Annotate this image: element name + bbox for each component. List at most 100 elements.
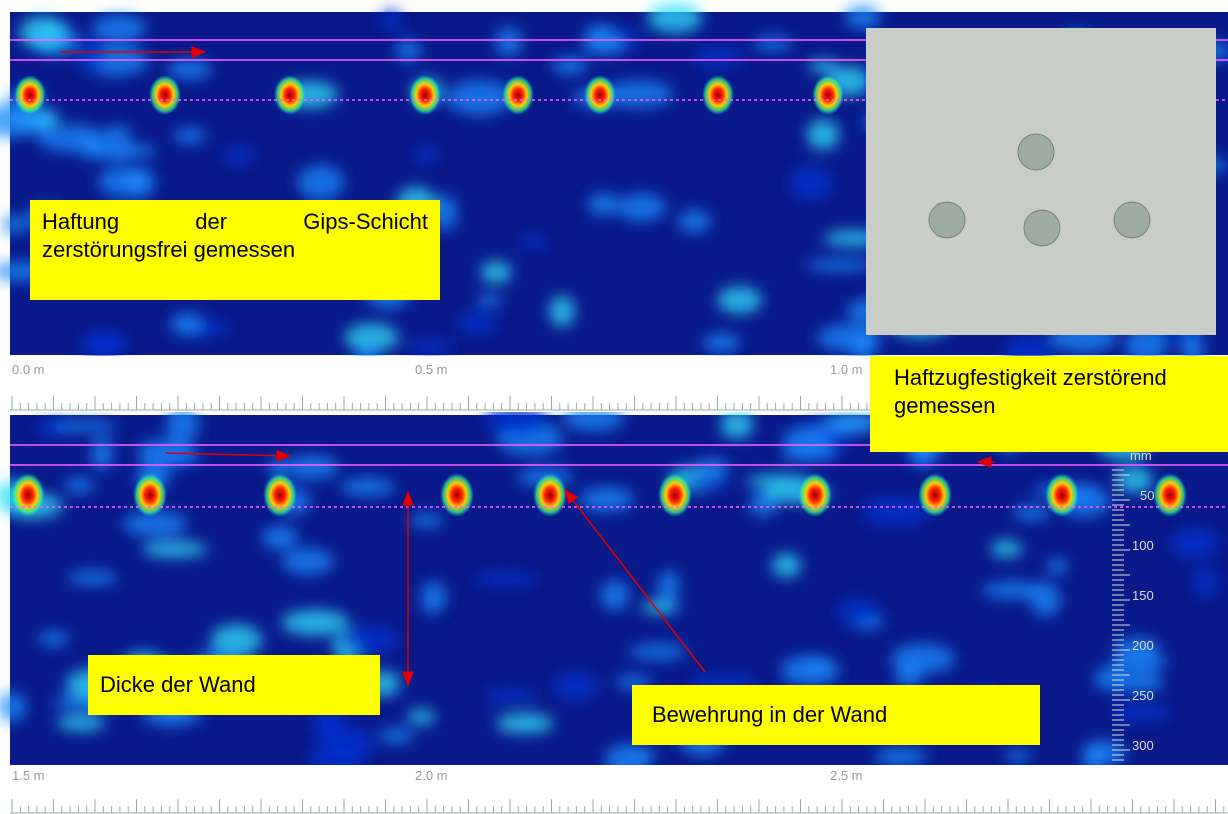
echo xyxy=(703,333,741,353)
photo xyxy=(866,28,1216,335)
echo xyxy=(380,728,414,744)
echo xyxy=(473,573,540,586)
echo xyxy=(647,3,702,33)
rebar-echo xyxy=(440,473,474,517)
depth-label: 200 xyxy=(1132,638,1154,653)
echo xyxy=(409,513,444,527)
echo xyxy=(380,9,402,30)
echo xyxy=(875,748,927,766)
echo xyxy=(1193,568,1219,597)
echo xyxy=(167,59,211,79)
echo xyxy=(554,672,598,701)
rebar-echo xyxy=(409,75,441,115)
echo xyxy=(1112,704,1170,722)
echo xyxy=(262,525,299,549)
echo xyxy=(1171,527,1218,559)
echo xyxy=(495,27,522,56)
echo xyxy=(76,39,106,70)
rebar-echo xyxy=(274,75,306,115)
echo xyxy=(806,259,874,271)
echo xyxy=(2,215,26,234)
echo xyxy=(693,47,743,67)
echo xyxy=(844,5,880,29)
depth-label: 250 xyxy=(1132,688,1154,703)
depth-label: 100 xyxy=(1132,538,1154,553)
rebar-echo xyxy=(1153,473,1187,517)
echo xyxy=(807,119,840,150)
echo xyxy=(481,261,512,284)
echo xyxy=(408,709,436,724)
rebar-echo xyxy=(918,473,952,517)
depth-label: 50 xyxy=(1140,488,1154,503)
echo xyxy=(580,487,634,512)
rebar-echo xyxy=(14,75,46,115)
echo xyxy=(781,447,837,461)
echo xyxy=(95,334,126,353)
rebar-echo xyxy=(798,473,832,517)
echo xyxy=(717,287,762,314)
echo xyxy=(297,165,343,200)
echo xyxy=(630,747,655,763)
ruler-label: 0.5 m xyxy=(415,362,448,377)
echo xyxy=(991,540,1022,557)
echo xyxy=(81,137,101,160)
echo xyxy=(476,294,503,306)
echo xyxy=(281,609,349,635)
echo xyxy=(1005,750,1031,762)
depth-label: 150 xyxy=(1132,588,1154,603)
echo xyxy=(68,571,118,586)
echo xyxy=(171,312,203,336)
echo xyxy=(117,144,157,157)
rebar-echo xyxy=(702,75,734,115)
echo xyxy=(617,193,666,221)
echo xyxy=(836,599,880,623)
echo xyxy=(686,475,730,489)
rebar-echo xyxy=(263,473,297,517)
ruler-label: 2.0 m xyxy=(415,768,448,783)
echo xyxy=(421,581,446,614)
rebar-echo xyxy=(533,473,567,517)
echo xyxy=(341,625,398,654)
echo xyxy=(174,128,206,144)
echo xyxy=(587,193,619,216)
ruler-label: 0.0 m xyxy=(12,362,45,377)
depth-unit: mm xyxy=(1130,448,1152,463)
echo xyxy=(52,420,118,432)
echo xyxy=(496,713,554,733)
echo xyxy=(519,236,547,248)
echo xyxy=(658,571,680,601)
echo xyxy=(38,631,69,646)
echo xyxy=(790,165,833,200)
rebar-echo xyxy=(812,75,844,115)
annotation: Bewehrung in der Wand xyxy=(632,685,1040,745)
rebar-echo xyxy=(1045,473,1079,517)
echo xyxy=(396,40,421,62)
rebar-echo xyxy=(502,75,534,115)
echo xyxy=(641,600,679,614)
echo xyxy=(57,715,105,731)
ruler-label: 1.5 m xyxy=(12,768,45,783)
annotation: Dicke der Wand xyxy=(88,655,380,715)
annotation: Haftzugfestigkeit zerstörend gemessen xyxy=(870,356,1228,452)
echo xyxy=(1047,558,1067,575)
echo xyxy=(753,36,792,50)
echo xyxy=(802,658,835,670)
echo xyxy=(105,125,132,141)
echo xyxy=(772,553,801,577)
annotation: Haftung der Gips-Schicht zerstörungsfrei… xyxy=(30,200,440,300)
echo xyxy=(483,688,538,702)
echo xyxy=(318,725,375,759)
echo xyxy=(582,32,626,55)
echo xyxy=(282,548,334,575)
echo xyxy=(414,147,438,163)
echo xyxy=(341,478,395,497)
ruler-label: 2.5 m xyxy=(830,768,863,783)
echo xyxy=(678,210,711,233)
echo xyxy=(65,477,94,494)
echo xyxy=(98,167,146,196)
rebar-echo xyxy=(133,473,167,517)
echo xyxy=(696,459,729,476)
rebar-echo xyxy=(658,473,692,517)
echo xyxy=(549,296,575,327)
figure: Haftung der Gips-Schicht zerstörungsfrei… xyxy=(0,0,1228,814)
